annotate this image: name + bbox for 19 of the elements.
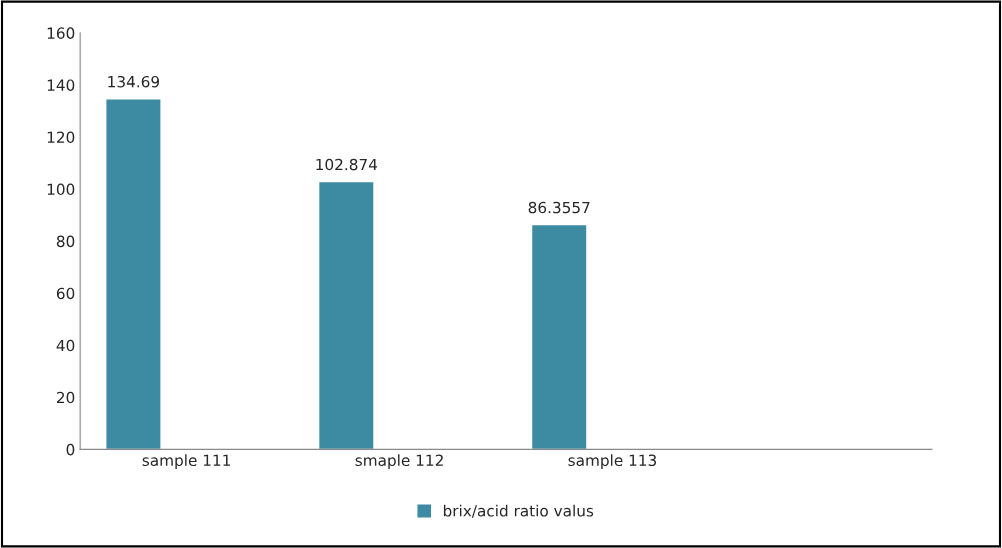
y-tick-label: 80 [56, 235, 75, 248]
y-tick-label: 0 [66, 443, 75, 456]
x-tick-label: smaple 112 [355, 454, 443, 470]
y-tick-label: 20 [56, 391, 75, 404]
y-tick-label: 160 [47, 27, 75, 39]
legend-label: brix/acid ratio valus [443, 504, 594, 518]
y-tick-label: 60 [56, 287, 75, 300]
data-label: 86.3557 [528, 201, 590, 214]
y-tick-label: 100 [47, 183, 75, 196]
data-label: 102.874 [316, 158, 378, 171]
x-tick-label: sample 113 [568, 454, 657, 470]
y-tick-label: 120 [47, 131, 75, 144]
y-tick-label: 40 [56, 339, 75, 352]
data-label: 134.69 [108, 75, 160, 88]
bar [530, 223, 588, 450]
bar [105, 98, 162, 450]
bar [317, 180, 375, 450]
y-tick-label: 140 [47, 79, 75, 91]
x-tick-label: sample 111 [142, 454, 230, 470]
